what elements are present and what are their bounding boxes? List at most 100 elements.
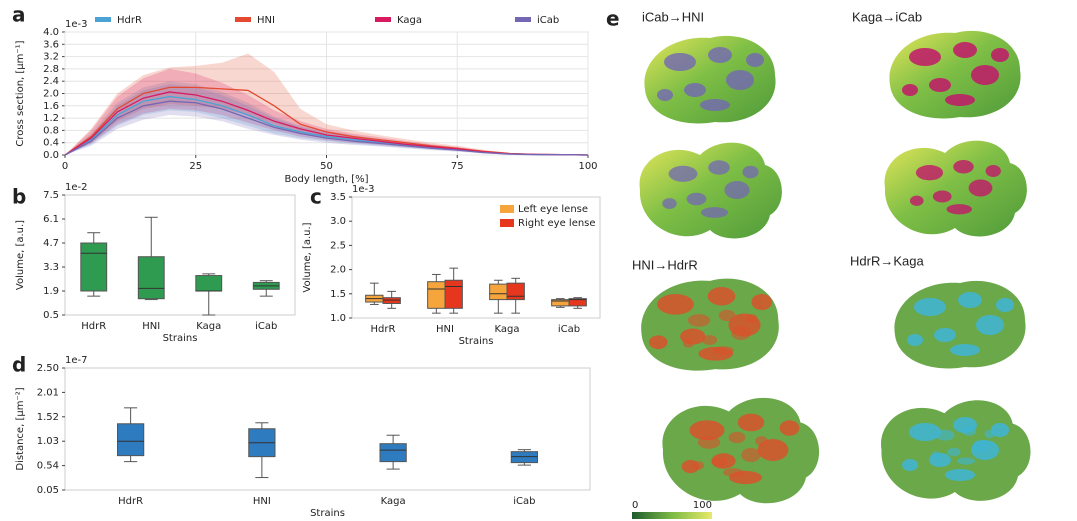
y-tick-label: 2.0 bbox=[43, 89, 59, 100]
comparison-label: iCab→HNI bbox=[642, 9, 704, 24]
y-tick-label: 1.5 bbox=[330, 289, 346, 300]
x-tick-label: HNI bbox=[253, 496, 271, 507]
y-tick-label: 1.6 bbox=[43, 101, 59, 112]
panel-letter: a bbox=[12, 3, 26, 27]
y-tick-label: 3.2 bbox=[43, 52, 59, 63]
x-axis-title: Strains bbox=[163, 333, 198, 344]
y-axis-title: Distance, [μm⁻²] bbox=[15, 387, 26, 470]
box bbox=[490, 284, 507, 299]
y-axis-title: Volume, [a.u.] bbox=[15, 220, 26, 290]
y-tick-label: 2.4 bbox=[43, 76, 59, 87]
colorbar-label: 0 bbox=[632, 500, 638, 511]
x-tick-label: HdrR bbox=[371, 324, 396, 335]
y-tick-label: 0.0 bbox=[43, 150, 59, 161]
y-tick-label: 0.4 bbox=[43, 138, 59, 149]
box bbox=[380, 444, 406, 462]
mesh bbox=[889, 31, 1020, 119]
box bbox=[552, 300, 569, 306]
y-tick-label: 2.5 bbox=[330, 240, 346, 251]
legend-swatch bbox=[235, 17, 251, 22]
box bbox=[445, 280, 462, 308]
mesh bbox=[640, 143, 782, 239]
y-tick-label: 2.01 bbox=[37, 387, 59, 398]
x-tick-label: Kaga bbox=[495, 324, 520, 335]
legend-label: iCab bbox=[537, 15, 559, 26]
x-axis-title: Strains bbox=[310, 508, 345, 519]
x-tick-label: HNI bbox=[436, 324, 454, 335]
panel-letter: c bbox=[310, 185, 322, 209]
axis-offset: 1e-3 bbox=[65, 19, 88, 30]
y-tick-label: 1.2 bbox=[43, 113, 59, 124]
legend-label: HNI bbox=[257, 15, 275, 26]
colorbar bbox=[632, 512, 712, 519]
comparison-label: HdrR→Kaga bbox=[850, 253, 924, 268]
legend-swatch bbox=[515, 17, 531, 22]
y-tick-label: 1.03 bbox=[37, 436, 59, 447]
panel-letter: e bbox=[606, 7, 620, 31]
x-tick-label: 75 bbox=[451, 161, 464, 172]
x-tick-label: 0 bbox=[62, 161, 68, 172]
mesh bbox=[641, 279, 779, 371]
y-tick-label: 3.0 bbox=[330, 216, 346, 227]
x-tick-label: HdrR bbox=[81, 321, 106, 332]
y-tick-label: 2.8 bbox=[43, 64, 59, 75]
mesh bbox=[894, 281, 1025, 369]
mesh bbox=[662, 398, 819, 503]
x-tick-label: 50 bbox=[320, 161, 333, 172]
y-axis-title: Cross section, [μm⁻¹] bbox=[15, 40, 26, 146]
comparison-label: HNI→HdrR bbox=[632, 257, 698, 272]
x-tick-label: 100 bbox=[578, 161, 597, 172]
y-tick-label: 1.52 bbox=[37, 412, 59, 423]
panel-letter: d bbox=[12, 353, 26, 377]
mesh bbox=[644, 36, 775, 124]
legend-swatch bbox=[500, 205, 514, 213]
box bbox=[138, 257, 164, 299]
y-tick-label: 2.50 bbox=[37, 363, 59, 374]
y-tick-label: 6.1 bbox=[43, 214, 59, 225]
y-tick-label: 3.6 bbox=[43, 39, 59, 50]
legend-swatch bbox=[375, 17, 391, 22]
x-tick-label: 25 bbox=[189, 161, 202, 172]
x-tick-label: HNI bbox=[142, 321, 160, 332]
y-tick-label: 0.54 bbox=[37, 461, 59, 472]
x-tick-label: Kaga bbox=[381, 496, 406, 507]
y-tick-label: 4.7 bbox=[43, 238, 59, 249]
axis-offset: 1e-2 bbox=[65, 182, 88, 193]
colorbar-label: 100 bbox=[693, 500, 712, 511]
y-tick-label: 2.0 bbox=[330, 265, 346, 276]
x-tick-label: iCab bbox=[513, 496, 535, 507]
y-tick-label: 4.0 bbox=[43, 27, 59, 38]
legend-swatch bbox=[500, 219, 514, 227]
box bbox=[196, 276, 222, 291]
y-tick-label: 0.05 bbox=[37, 485, 59, 496]
box bbox=[81, 243, 107, 291]
x-tick-label: HdrR bbox=[118, 496, 143, 507]
box bbox=[507, 283, 524, 299]
y-tick-label: 1.0 bbox=[330, 313, 346, 324]
box bbox=[118, 424, 144, 456]
y-tick-label: 3.5 bbox=[330, 192, 346, 203]
y-tick-label: 0.5 bbox=[43, 310, 59, 321]
x-tick-label: iCab bbox=[255, 321, 277, 332]
axis-offset: 1e-7 bbox=[65, 355, 88, 366]
y-tick-label: 7.5 bbox=[43, 190, 59, 201]
y-axis-title: Volume, [a.u.] bbox=[302, 222, 313, 292]
box bbox=[428, 282, 445, 309]
y-tick-label: 0.8 bbox=[43, 125, 59, 136]
legend-label: Right eye lense bbox=[518, 218, 596, 229]
mesh bbox=[881, 400, 1031, 501]
legend-label: HdrR bbox=[117, 15, 142, 26]
panel-letter: b bbox=[12, 185, 26, 209]
y-tick-label: 3.3 bbox=[43, 262, 59, 273]
y-tick-label: 1.9 bbox=[43, 286, 59, 297]
mesh bbox=[885, 141, 1027, 237]
legend-label: Left eye lense bbox=[518, 204, 588, 215]
axis-offset: 1e-3 bbox=[352, 184, 375, 195]
x-tick-label: iCab bbox=[558, 324, 580, 335]
x-axis-title: Strains bbox=[459, 336, 494, 347]
legend-swatch bbox=[95, 17, 111, 22]
panel-e: e iCab→HNI Kaga→iCab HNI→HdrR HdrR→Kaga … bbox=[606, 7, 1031, 520]
figure: a1e-30.00.40.81.21.62.02.42.83.23.64.0Cr… bbox=[0, 0, 1077, 521]
legend-label: Kaga bbox=[397, 15, 422, 26]
